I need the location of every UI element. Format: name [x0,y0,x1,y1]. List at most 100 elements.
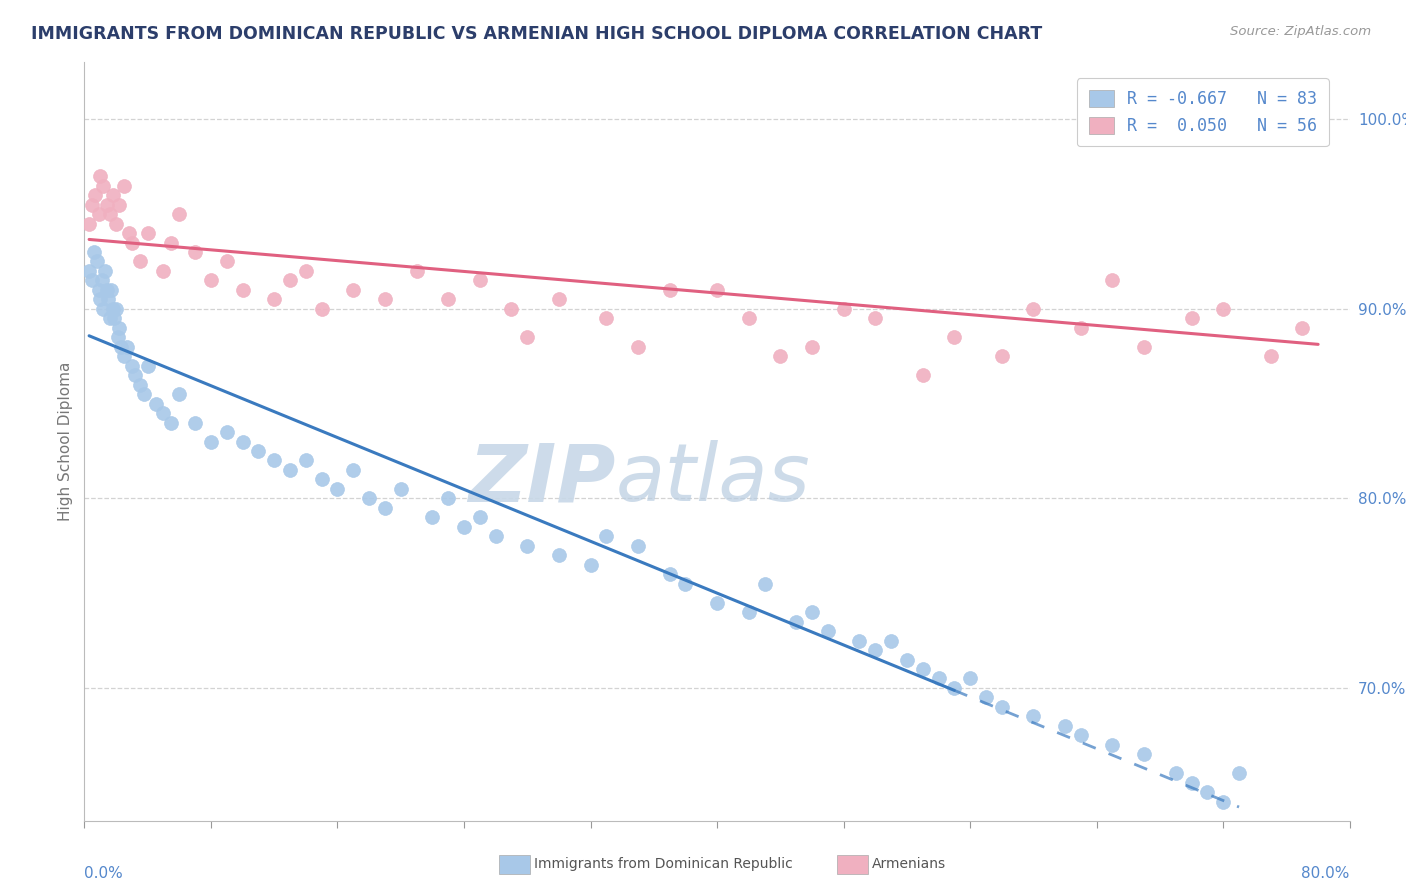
Point [295,264,318,278]
Point [374,500,396,515]
Point [359,491,381,506]
Point [231,434,254,449]
Point [801,340,824,354]
Point [101,188,124,202]
Point [516,539,538,553]
Point [1133,747,1156,762]
Point [374,293,396,307]
Point [124,368,146,383]
Point [82,197,104,211]
Point [200,273,222,287]
Point [134,387,156,401]
Point [326,482,349,496]
Point [1133,340,1156,354]
Point [1164,766,1187,780]
Point [943,681,966,695]
Point [152,406,174,420]
Point [295,453,318,467]
Point [896,652,918,666]
Point [311,473,333,487]
Point [1181,776,1204,790]
Point [548,549,571,563]
Text: Immigrants from Dominican Republic: Immigrants from Dominican Republic [534,857,793,871]
Point [1212,301,1234,316]
Point [1260,349,1282,363]
Point [93,301,115,316]
Point [98,311,121,326]
Text: Source: ZipAtlas.com: Source: ZipAtlas.com [1230,25,1371,38]
Point [77,217,100,231]
Point [405,264,427,278]
Point [263,293,285,307]
Point [311,301,333,316]
Point [959,672,981,686]
Point [112,349,135,363]
Point [501,301,523,316]
Point [108,321,131,335]
Point [121,235,143,250]
Point [437,491,460,506]
Point [112,178,135,193]
Point [1054,719,1077,733]
Point [145,397,167,411]
Text: 0.0%: 0.0% [84,866,124,881]
Legend: R = -0.667   N = 83, R =  0.050   N = 56: R = -0.667 N = 83, R = 0.050 N = 56 [1077,78,1329,146]
Point [77,264,100,278]
Point [100,283,122,297]
Point [89,169,111,184]
Point [817,624,839,639]
Point [1181,311,1204,326]
Point [1070,728,1092,742]
Point [911,368,934,383]
Point [200,434,222,449]
Point [93,178,115,193]
Point [128,254,150,268]
Point [110,340,132,354]
Point [118,226,141,240]
Point [98,207,121,221]
Text: IMMIGRANTS FROM DOMINICAN REPUBLIC VS ARMENIAN HIGH SCHOOL DIPLOMA CORRELATION C: IMMIGRANTS FROM DOMINICAN REPUBLIC VS AR… [31,25,1042,43]
Point [136,359,159,373]
Point [595,311,617,326]
Point [579,558,602,572]
Point [738,605,761,619]
Point [82,273,104,287]
Point [865,311,887,326]
Point [105,301,127,316]
Point [437,293,460,307]
Point [169,207,191,221]
Point [974,690,997,705]
Point [785,615,807,629]
Point [215,425,238,439]
Point [105,217,127,231]
Point [769,349,792,363]
Point [627,340,650,354]
Point [1101,273,1123,287]
Point [278,273,301,287]
Point [83,244,105,259]
Point [1212,795,1234,809]
Point [1070,321,1092,335]
Point [991,349,1014,363]
Point [86,254,108,268]
Point [87,283,110,297]
Point [87,207,110,221]
Point [184,244,207,259]
Point [89,293,111,307]
Point [1022,709,1045,723]
Point [548,293,571,307]
Point [1308,103,1330,117]
Point [97,293,120,307]
Point [706,283,728,297]
Point [453,520,475,534]
Point [342,463,364,477]
Point [706,596,728,610]
Point [516,330,538,344]
Point [928,672,950,686]
Y-axis label: High School Diploma: High School Diploma [58,362,73,521]
Point [848,633,870,648]
Point [658,283,681,297]
Point [1197,785,1219,799]
Point [136,226,159,240]
Text: Armenians: Armenians [872,857,946,871]
